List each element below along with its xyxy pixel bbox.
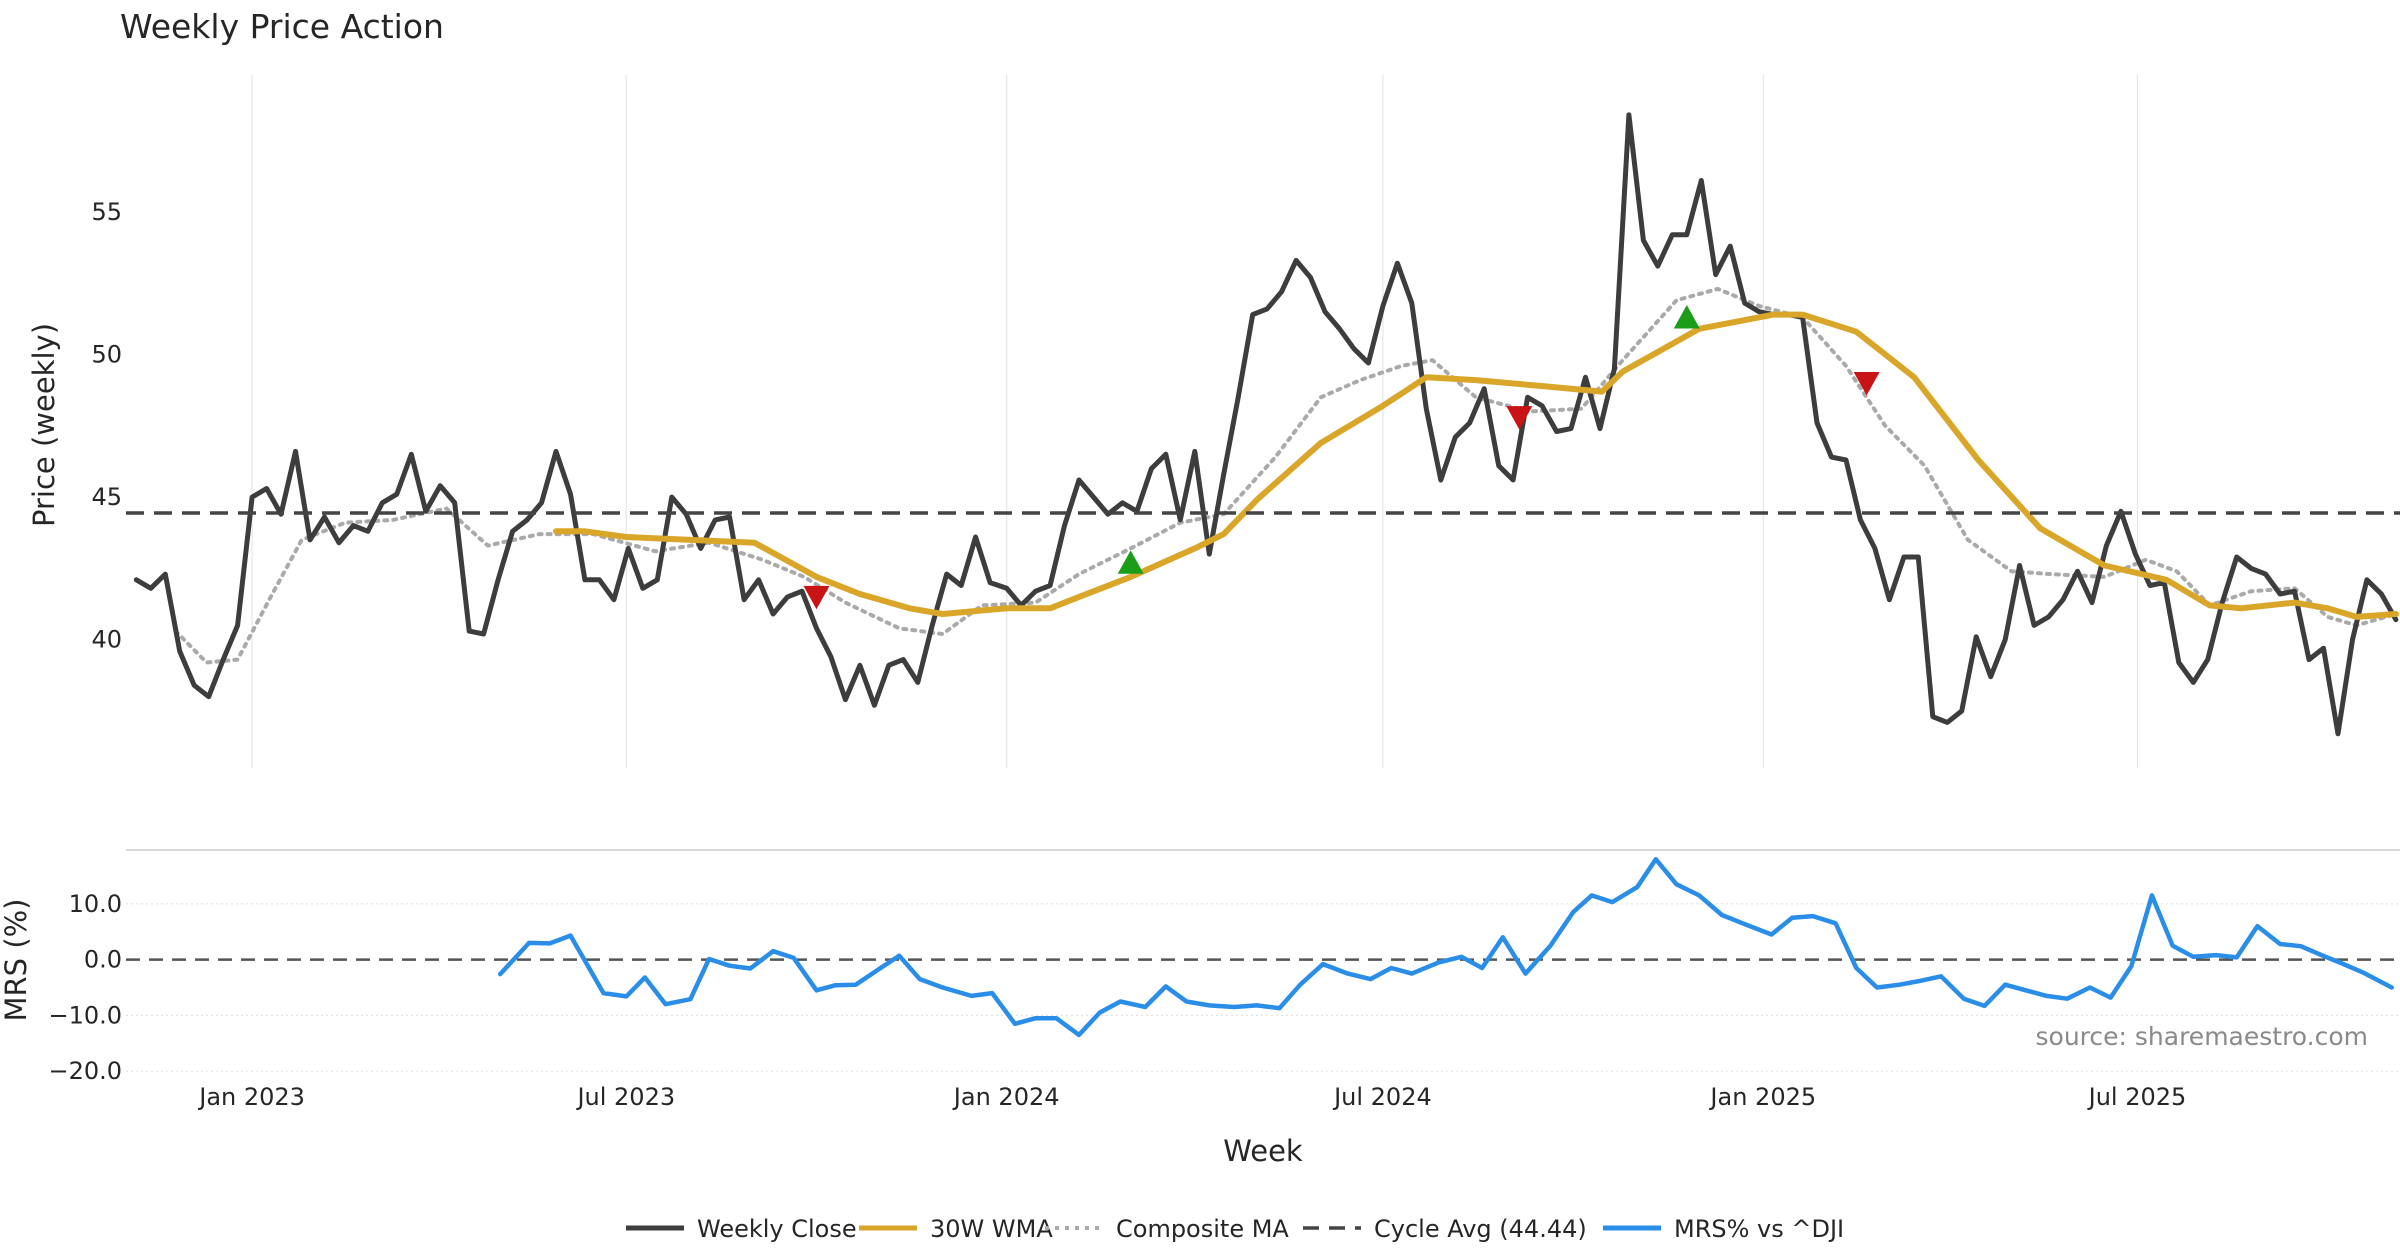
week-axis-label: Week <box>1223 1134 1303 1168</box>
x-tick-label: Jan 2023 <box>197 1083 305 1111</box>
x-tick-label: Jan 2025 <box>1708 1083 1816 1111</box>
chart-title: Weekly Price Action <box>120 7 444 46</box>
mrs-axis-label: MRS (%) <box>0 899 33 1022</box>
price-y-tick-label: 55 <box>91 198 122 226</box>
series-layer <box>126 112 2400 1038</box>
sell-signal-marker <box>803 585 830 610</box>
sell-signal-marker <box>1506 406 1533 430</box>
mrs-y-tick-label: −10.0 <box>48 1001 122 1029</box>
legend: Weekly Close 30W WMA Composite MA Cycle Avg… <box>626 1215 1844 1243</box>
mrs-y-tick-label: 0.0 <box>84 946 122 974</box>
weekly-close-line <box>133 112 2399 737</box>
legend-label: Composite MA <box>1116 1215 1289 1243</box>
tick-layer: Jan 2023 Jul 2023 Jan 2024 Jul 2024 Jan 2025… <box>48 198 2186 1111</box>
x-tick-label: Jan 2024 <box>952 1083 1060 1111</box>
legend-label: Weekly Close <box>697 1215 857 1243</box>
price-axis-label: Price (weekly) <box>27 323 61 527</box>
mrs-line <box>497 856 2394 1038</box>
mrs-y-tick-label: −20.0 <box>48 1057 122 1085</box>
buy-signal-marker <box>1117 550 1144 574</box>
buy-signal-marker <box>1673 305 1700 329</box>
x-tick-label: Jul 2025 <box>2087 1083 2187 1111</box>
grid-layer <box>126 75 2400 1072</box>
x-tick-label: Jul 2023 <box>575 1083 675 1111</box>
price-y-tick-label: 40 <box>91 626 122 654</box>
price-y-tick-label: 45 <box>91 483 122 511</box>
legend-label: 30W WMA <box>930 1215 1053 1243</box>
price-y-tick-label: 50 <box>91 340 122 368</box>
sell-signal-marker <box>1853 371 1880 396</box>
mrs-y-tick-label: 10.0 <box>69 890 122 918</box>
x-tick-label: Jul 2024 <box>1332 1083 1432 1111</box>
legend-label: Cycle Avg (44.44) <box>1374 1215 1587 1243</box>
legend-label: MRS% vs ^DJI <box>1674 1215 1844 1243</box>
watermark: source: sharemaestro.com <box>2036 1022 2369 1051</box>
wma-30w-line <box>553 311 2399 620</box>
